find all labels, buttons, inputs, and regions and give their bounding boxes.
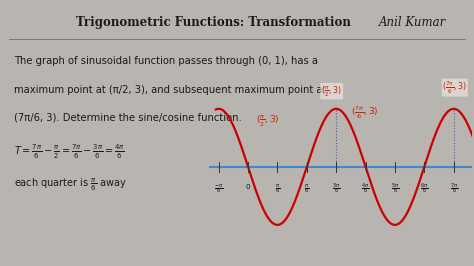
Text: $(\frac{\pi}{2},3)$: $(\frac{\pi}{2},3)$ xyxy=(256,113,280,129)
Text: maximum point at (π/2, 3), and subsequent maximum point at: maximum point at (π/2, 3), and subsequen… xyxy=(14,85,327,95)
Text: $\frac{\pi}{6}$: $\frac{\pi}{6}$ xyxy=(275,182,280,195)
Text: $\frac{6\pi}{6}$: $\frac{6\pi}{6}$ xyxy=(420,182,428,196)
Text: (7π/6, 3). Determine the sine/cosine function.: (7π/6, 3). Determine the sine/cosine fun… xyxy=(14,112,242,122)
Text: $\frac{\pi}{6}$: $\frac{\pi}{6}$ xyxy=(304,182,310,195)
Text: Trigonometric Functions: Transformation: Trigonometric Functions: Transformation xyxy=(76,16,351,29)
Text: $(\frac{7\pi}{6},3)$: $(\frac{7\pi}{6},3)$ xyxy=(351,105,379,121)
Text: $\frac{5\pi}{6}$: $\frac{5\pi}{6}$ xyxy=(391,182,399,196)
Text: $\frac{-\pi}{6}$: $\frac{-\pi}{6}$ xyxy=(214,182,223,195)
Text: $\frac{7\pi}{6}$: $\frac{7\pi}{6}$ xyxy=(449,182,458,196)
Text: Anil Kumar: Anil Kumar xyxy=(379,16,447,29)
Text: The graph of sinusoidal function passes through (0, 1), has a: The graph of sinusoidal function passes … xyxy=(14,56,318,66)
Text: $T=\frac{7\pi}{6}-\frac{\pi}{2}=\frac{7\pi}{6}-\frac{3\pi}{6}=\frac{4\pi}{6}$: $T=\frac{7\pi}{6}-\frac{\pi}{2}=\frac{7\… xyxy=(14,143,125,161)
Text: $(\frac{\pi}{2},3)$: $(\frac{\pi}{2},3)$ xyxy=(321,84,342,99)
Text: each quarter is $\frac{\pi}{6}$ away: each quarter is $\frac{\pi}{6}$ away xyxy=(14,176,127,193)
Text: $\frac{3\pi}{6}$: $\frac{3\pi}{6}$ xyxy=(332,182,340,196)
Text: $\frac{4\pi}{6}$: $\frac{4\pi}{6}$ xyxy=(361,182,370,196)
Text: $0$: $0$ xyxy=(245,182,251,191)
Text: $(\frac{7\pi}{6},3)$: $(\frac{7\pi}{6},3)$ xyxy=(442,80,467,96)
